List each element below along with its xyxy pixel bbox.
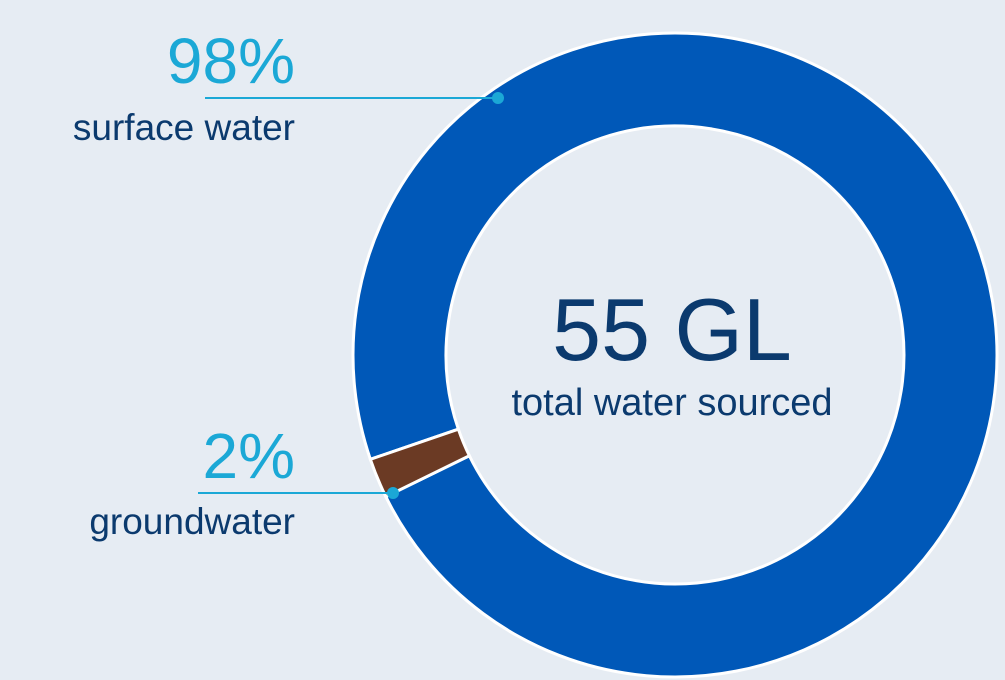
leader-dot-surface-water: [492, 92, 504, 104]
value-label-groundwater: 2%: [203, 420, 296, 492]
category-label-surface-water: surface water: [73, 107, 295, 148]
callout-groundwater: 2% groundwater: [89, 420, 399, 542]
slice-surface-water: [351, 31, 999, 679]
slice-groundwater: [368, 427, 472, 499]
category-label-groundwater: groundwater: [89, 501, 295, 542]
leader-dot-groundwater: [387, 487, 399, 499]
value-label-surface-water: 98%: [167, 25, 295, 97]
callout-surface-water: 98% surface water: [73, 25, 504, 148]
center-total-caption: total water sourced: [511, 382, 832, 424]
donut-slices: [351, 31, 999, 679]
center-total-value: 55 GL: [552, 280, 792, 379]
